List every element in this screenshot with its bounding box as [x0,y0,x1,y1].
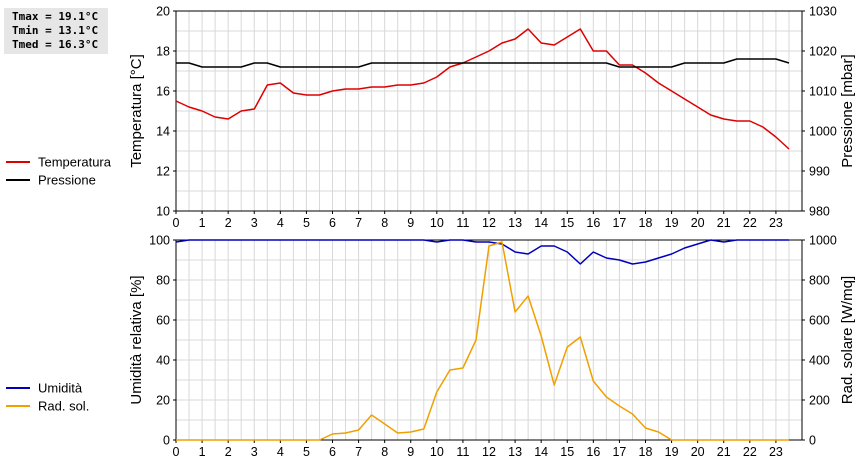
top-xtick-label: 3 [251,216,258,230]
top-y2tick-label: 1020 [809,45,837,59]
bottom-ytick-label: 40 [156,354,170,368]
bottom-xtick-label: 18 [639,445,653,459]
top-xtick-label: 20 [691,216,705,230]
top-legend-label: Temperatura [38,155,112,170]
bottom-xtick-label: 22 [743,445,757,459]
top-xtick-label: 11 [456,216,469,230]
top-ytick-label: 18 [156,45,170,59]
bottom-xtick-label: 15 [560,445,574,459]
top-xtick-label: 14 [534,216,548,230]
top-xtick-label: 9 [407,216,414,230]
stat-tmed: Tmed = 16.3°C [12,38,99,51]
top-y2tick-label: 1010 [809,85,837,99]
top-ytick-label: 20 [156,5,170,19]
top-xtick-label: 10 [430,216,444,230]
top-xtick-label: 6 [329,216,336,230]
top-xtick-label: 18 [639,216,653,230]
stat-tmax: Tmax = 19.1°C [12,10,99,23]
top-xtick-label: 19 [665,216,679,230]
bottom-y2tick-label: 600 [809,314,830,328]
bottom-xtick-label: 5 [303,445,310,459]
bottom-y2tick-label: 1000 [809,234,837,248]
bottom-y2tick-label: 400 [809,354,830,368]
top-y2tick-label: 1000 [809,125,837,139]
bottom-xtick-label: 8 [381,445,388,459]
bottom-xtick-label: 9 [407,445,414,459]
bottom-xtick-label: 16 [586,445,600,459]
bottom-series-line-left [175,239,789,265]
bottom-legend-label: Rad. sol. [38,399,89,414]
bottom-y2label: Rad. solare [W/mq] [839,276,856,404]
top-xtick-label: 1 [199,216,206,230]
top-y2tick-label: 1030 [809,5,837,19]
top-xtick-label: 12 [482,216,496,230]
bottom-xtick-label: 14 [534,445,548,459]
bottom-xtick-label: 13 [508,445,522,459]
top-ytick-label: 12 [156,165,170,179]
bottom-xtick-label: 10 [430,445,444,459]
top-xtick-label: 2 [225,216,232,230]
bottom-xtick-label: 21 [717,445,731,459]
bottom-xtick-label: 19 [665,445,679,459]
top-xtick-label: 15 [560,216,574,230]
top-xtick-label: 13 [508,216,522,230]
top-xtick-label: 8 [381,216,388,230]
bottom-ytick-label: 20 [156,394,170,408]
top-series-line-left [175,28,790,150]
bottom-y2tick-label: 800 [809,274,830,288]
top-xtick-label: 7 [355,216,362,230]
bottom-y2tick-label: 200 [809,394,830,408]
top-xtick-label: 16 [586,216,600,230]
top-ytick-label: 14 [156,125,170,139]
bottom-xtick-label: 0 [173,445,180,459]
bottom-ylabel: Umidità relativa [%] [128,275,145,404]
top-y2label: Pressione [mbar] [839,54,856,167]
bottom-ytick-label: 80 [156,274,170,288]
bottom-xtick-label: 17 [612,445,626,459]
bottom-xtick-label: 7 [355,445,362,459]
top-xtick-label: 5 [303,216,310,230]
bottom-xtick-label: 3 [251,445,258,459]
bottom-xtick-label: 20 [691,445,705,459]
bottom-ytick-label: 100 [149,234,170,248]
bottom-ytick-label: 0 [163,434,170,448]
bottom-xtick-label: 6 [329,445,336,459]
bottom-y2tick-label: 0 [809,434,816,448]
top-xtick-label: 17 [612,216,626,230]
top-ytick-label: 16 [156,85,170,99]
top-xtick-label: 21 [717,216,731,230]
bottom-xtick-label: 1 [199,445,206,459]
top-ylabel: Temperatura [°C] [128,54,145,168]
bottom-xtick-label: 12 [482,445,496,459]
top-xtick-label: 4 [277,216,284,230]
top-y2tick-label: 980 [809,205,830,219]
bottom-xtick-label: 23 [769,445,783,459]
bottom-xtick-label: 4 [277,445,284,459]
top-xtick-label: 23 [769,216,783,230]
top-legend-label: Pressione [38,173,96,188]
top-xtick-label: 0 [173,216,180,230]
bottom-xtick-label: 11 [456,445,469,459]
top-y2tick-label: 990 [809,165,830,179]
bottom-xtick-label: 2 [225,445,232,459]
bottom-legend-label: Umidità [38,381,83,396]
bottom-ytick-label: 60 [156,314,170,328]
top-xtick-label: 22 [743,216,757,230]
stats-box: Tmax = 19.1°C Tmin = 13.1°C Tmed = 16.3°… [4,8,108,54]
bottom-series-line-right [176,241,789,441]
top-series-line-right [176,58,790,68]
stat-tmin: Tmin = 13.1°C [12,24,99,37]
top-ytick-label: 10 [156,205,170,219]
